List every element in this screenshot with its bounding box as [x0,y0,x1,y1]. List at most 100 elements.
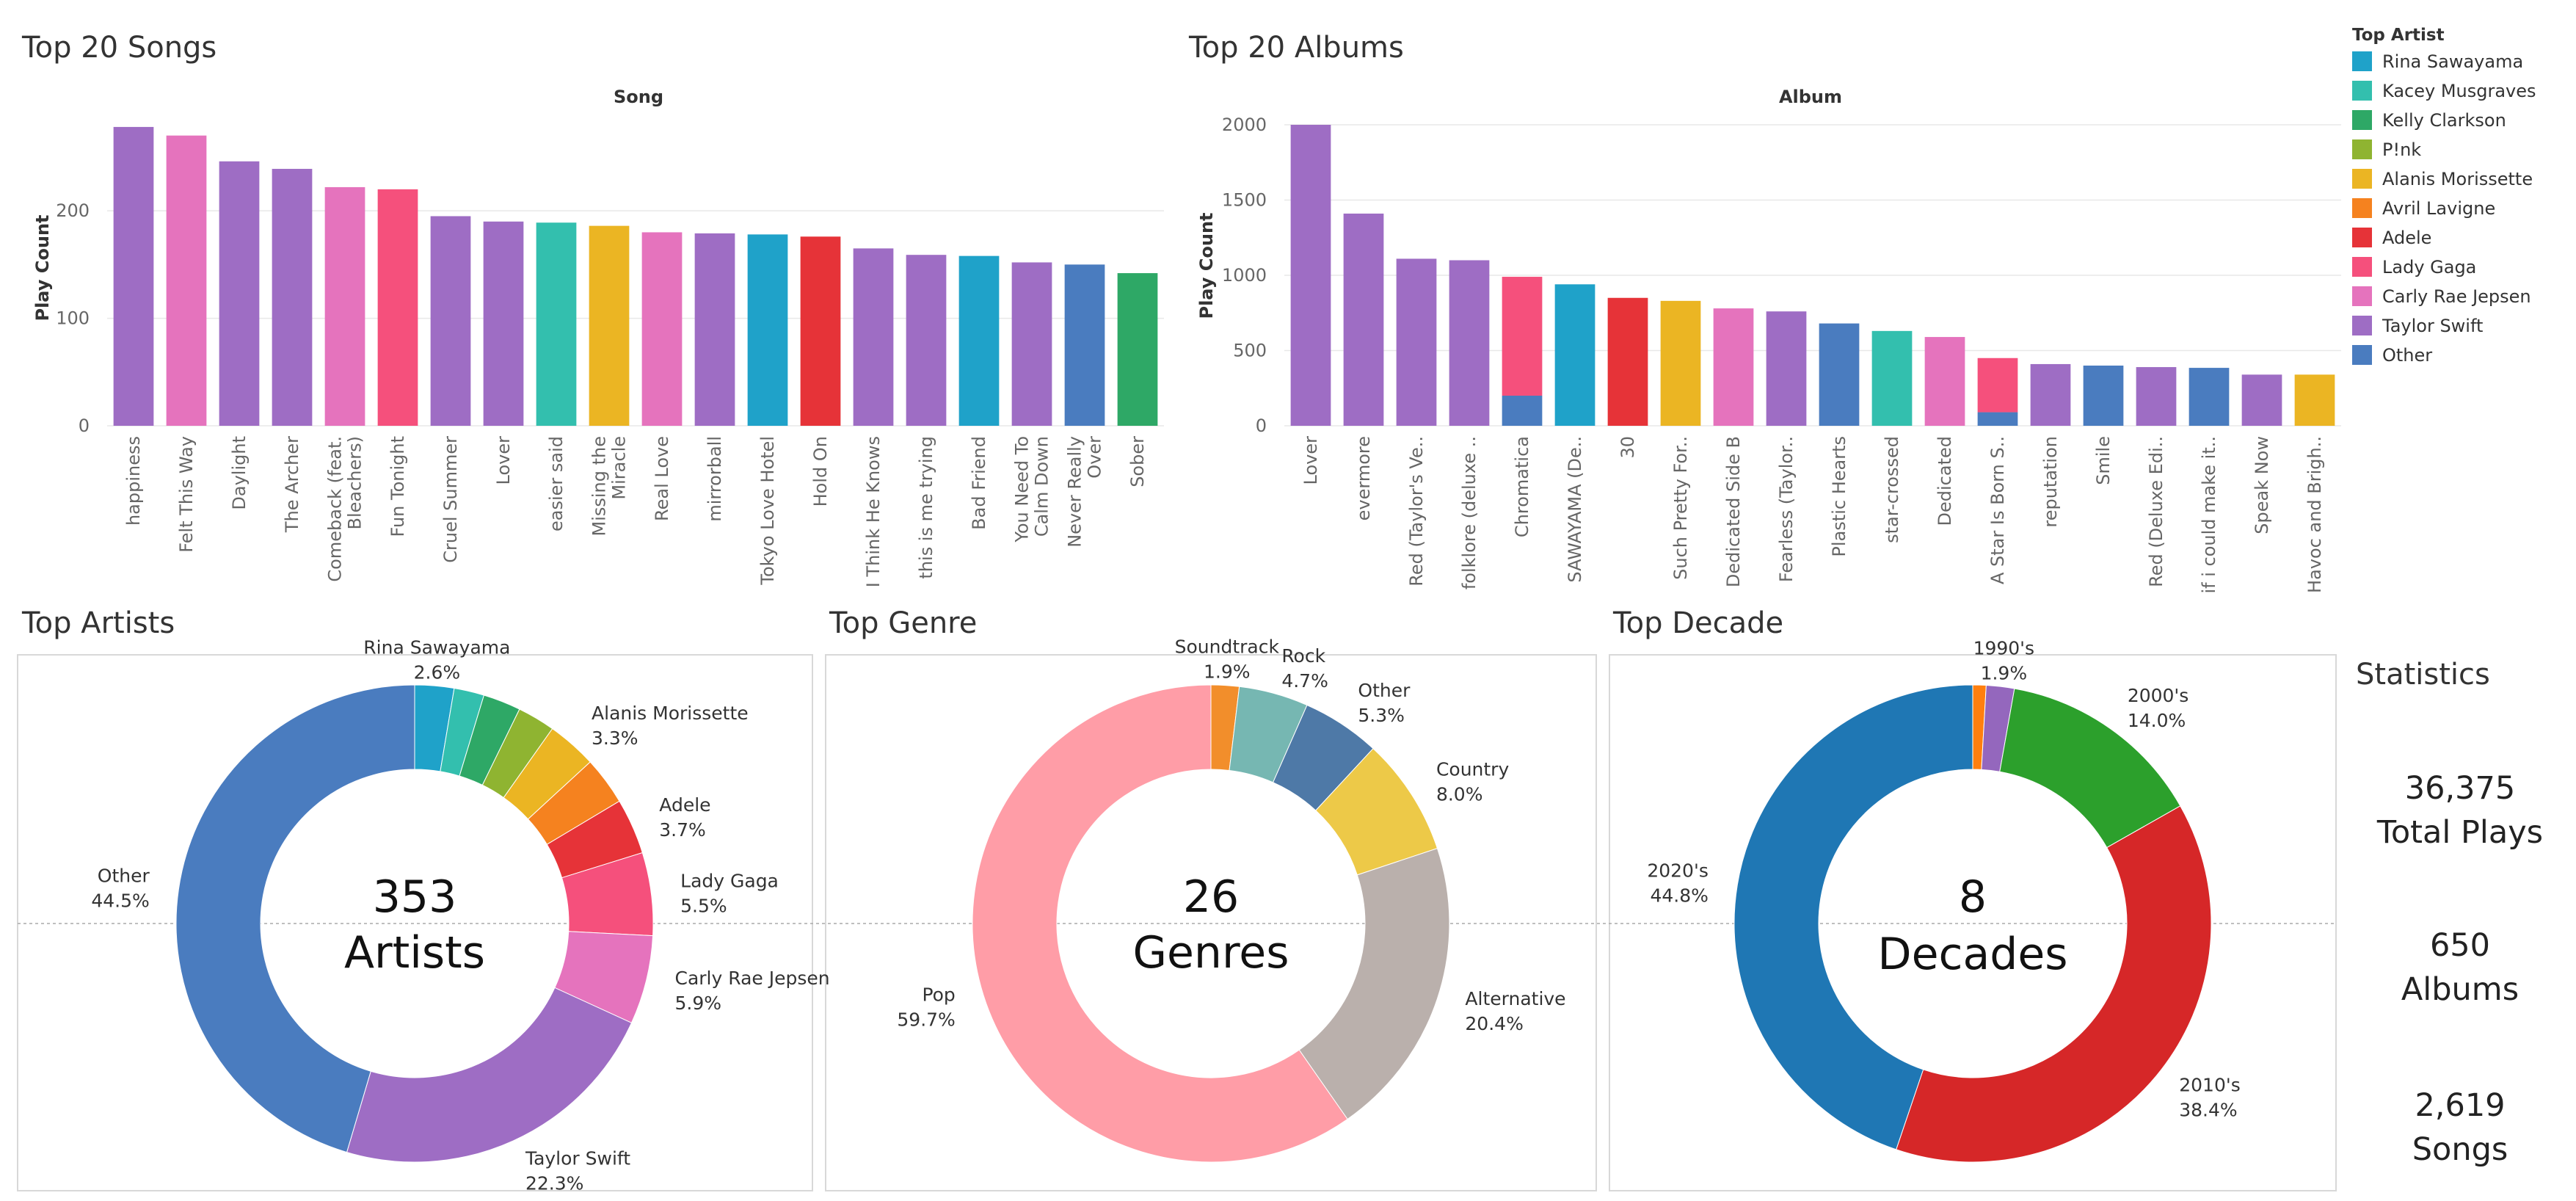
decade-panel-border [1609,654,2337,1191]
artists-chart-title: Top Artists [21,606,175,640]
album-x-tick-label: Plastic Hearts [1829,436,1849,557]
album-bar-folklore-deluxe-taylor-swift[interactable] [1449,260,1490,427]
stat-songs-label: Songs [2412,1131,2508,1168]
song-y-tick-label: 0 [79,416,90,436]
song-bar-this-is-me-trying[interactable] [906,255,947,426]
song-bar-comeback-feat-bleachers[interactable] [324,186,365,426]
songs-chart-title: Top 20 Songs [21,31,217,65]
album-x-tick-label: Such Pretty For.. [1670,436,1691,580]
album-bar-red-taylor-s-ve-taylor-swift[interactable] [1396,258,1437,426]
album-x-tick-label: Fearless (Taylor.. [1776,436,1797,582]
song-bar-never-really-over[interactable] [1064,264,1105,426]
song-bar-the-archer[interactable] [272,169,313,427]
album-bar-plastic-hearts-other[interactable] [1819,323,1860,426]
song-bar-i-think-he-knows[interactable] [853,248,894,426]
album-bar-if-i-could-make-it-other[interactable] [2188,368,2230,426]
legend-swatch-rina-sawayama [2352,51,2372,71]
song-bar-lover[interactable] [483,221,524,426]
genre-slice-label-soundtrack: Soundtrack [1175,636,1280,658]
song-x-tick-label: Over [1085,436,1105,479]
album-bar-such-pretty-for-alanis-morissette[interactable] [1660,300,1701,426]
genre-slice-pct-soundtrack: 1.9% [1204,661,1251,683]
album-y-tick-label: 1000 [1222,265,1267,286]
song-bar-bad-friend[interactable] [958,255,1000,426]
song-bar-hold-on[interactable] [800,236,841,426]
genre-slice-pop[interactable] [972,684,1348,1163]
artists-slice-pct-other: 44.5% [91,890,149,912]
legend-label-p-nk: P!nk [2382,139,2421,160]
genre-donut: Soundtrack 1.9% Rock 4.7% Other 5.3% Country 8.… [897,636,1566,1163]
song-x-tick-label: Bad Friend [969,436,989,530]
artists-slice-other[interactable] [175,684,415,1153]
artists-slice-pct-rina-sawayama: 2.6% [414,661,461,683]
album-x-tick-label: Dedicated Side B [1723,436,1744,587]
song-bar-fun-tonight[interactable] [377,189,418,426]
artists-slice-label-lady-gaga: Lady Gaga [680,870,779,891]
songs-bar-chart: Song Play Count 0 100 200 happiness Felt Thi… [32,87,1164,587]
legend-label-carly-rae-jepsen: Carly Rae Jepsen [2382,286,2531,307]
album-bar-lover-taylor-swift[interactable] [1290,125,1331,426]
album-bar-dedicated-carly-rae-jepsen[interactable] [1924,337,1965,426]
artist-legend: Top Artist Rina Sawayama Kacey Musgraves K… [2352,26,2536,366]
album-bar-speak-now-taylor-swift[interactable] [2241,374,2282,426]
album-bar-fearless-taylor-taylor-swift[interactable] [1766,311,1807,426]
stat-albums-label: Albums [2401,971,2519,1008]
decade-slice-2010-s[interactable] [1896,805,2212,1163]
legend-title: Top Artist [2352,26,2445,45]
song-x-tick-label: Felt This Way [176,436,197,553]
album-bar-chromatica-lady-gaga[interactable] [1502,277,1543,396]
legend-label-adele: Adele [2382,228,2431,248]
genres-count-label: Genres [1133,927,1289,979]
album-bar-smile-other[interactable] [2083,366,2124,426]
album-bar-chromatica-other[interactable] [1502,396,1543,426]
album-bar-havoc-and-brigh-alanis-morissette[interactable] [2294,374,2335,426]
song-bar-cruel-summer[interactable] [430,216,471,426]
genre-slice-alternative[interactable] [1298,847,1450,1120]
artists-slice-label-other: Other [98,866,150,887]
album-bar-sawayama-de-rina-sawayama[interactable] [1554,284,1596,426]
decades-count: 8 [1959,871,1987,923]
album-bar-star-crossed-kacey-musgraves[interactable] [1871,330,1913,426]
genre-slice-label-rock: Rock [1281,645,1325,667]
album-bar-30-adele[interactable] [1607,297,1648,426]
genre-slice-label-country: Country [1436,758,1510,780]
album-x-tick-label: reputation [2040,436,2061,528]
song-bar-you-need-to-calm-down[interactable] [1011,262,1052,426]
genre-slice-pct-pop: 59.7% [897,1009,955,1031]
album-bar-reputation-taylor-swift[interactable] [2030,363,2071,426]
decade-slice-2020-s[interactable] [1733,684,1973,1150]
song-bar-easier-said[interactable] [536,222,577,426]
song-bar-real-love[interactable] [641,232,683,426]
artists-slice-pct-alanis-morissette: 3.3% [592,728,638,749]
artists-slice-pct-adele: 3.7% [659,819,706,841]
album-bar-a-star-is-born-s-other[interactable] [1977,412,2018,426]
artists-slice-taylor-swift[interactable] [346,987,633,1163]
song-bar-missing-the-miracle[interactable] [589,225,630,426]
song-x-tick-label: Daylight [229,436,250,510]
legend-swatch-p-nk [2352,139,2372,159]
album-bar-red-deluxe-edi-taylor-swift[interactable] [2136,367,2177,426]
album-x-tick-label: Lover [1300,436,1321,485]
song-x-tick-label: this is me trying [916,436,936,579]
album-x-tick-label: 30 [1618,436,1638,459]
album-x-tick-label: Smile [2093,436,2114,485]
decade-slice-pct-2000-s: 14.0% [2128,710,2186,731]
song-bar-sober[interactable] [1117,273,1158,426]
album-bar-a-star-is-born-s-lady-gaga[interactable] [1977,358,2018,413]
artists-slice-pct-taylor-swift: 22.3% [525,1172,583,1194]
legend-label-kacey-musgraves: Kacey Musgraves [2382,81,2536,101]
album-y-tick-label: 2000 [1222,115,1267,135]
legend-label-avril-lavigne: Avril Lavigne [2382,198,2495,219]
song-bar-felt-this-way[interactable] [166,135,207,426]
song-bar-daylight[interactable] [219,161,260,427]
song-x-tick-label: Hold On [810,436,831,507]
legend-swatch-avril-lavigne [2352,198,2372,218]
album-bar-dedicated-side-b-carly-rae-jepsen[interactable] [1713,308,1754,426]
genre-chart-title: Top Genre [829,606,977,640]
artists-slice-label-alanis-morissette: Alanis Morissette [592,703,749,724]
song-bar-happiness[interactable] [113,126,154,426]
album-bar-evermore-taylor-swift[interactable] [1343,213,1384,426]
song-bar-mirrorball[interactable] [694,233,735,426]
song-bar-tokyo-love-hotel[interactable] [747,234,788,426]
